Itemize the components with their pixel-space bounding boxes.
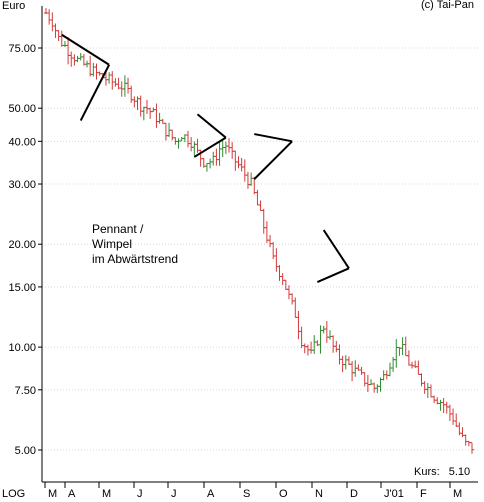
x-tick-label: J xyxy=(171,488,177,500)
pennant-line xyxy=(196,113,227,139)
y-tick-label: 10.00 xyxy=(8,342,36,354)
x-tick-label: M xyxy=(453,488,462,500)
y-tick-label: 50.00 xyxy=(8,103,36,115)
x-tick-label: O xyxy=(279,488,288,500)
kurs-label: Kurs: xyxy=(414,466,440,478)
pennant-line xyxy=(61,33,110,66)
y-tick-label: 40.00 xyxy=(8,136,36,148)
y-tick-label: 7.50 xyxy=(15,385,36,397)
x-tick-label: D xyxy=(350,488,358,500)
currency-label: Euro xyxy=(2,0,26,12)
x-tick-label: S xyxy=(243,488,250,500)
x-tick-label: A xyxy=(68,488,76,500)
x-tick-label: M xyxy=(102,488,111,500)
x-tick-label: A xyxy=(207,488,215,500)
x-tick-label: J'01 xyxy=(384,488,404,500)
y-tick-label: 30.00 xyxy=(8,179,36,191)
kurs-readout: Kurs: 5.10 xyxy=(414,466,470,478)
x-axis: M A M J J A S O N D J'01 F M xyxy=(44,482,462,500)
pennant-line xyxy=(316,267,350,283)
pennant-line xyxy=(79,64,111,122)
pennant-patterns xyxy=(61,33,350,283)
price-bars xyxy=(44,7,474,454)
x-tick-label: J xyxy=(137,488,143,500)
y-tick-label: 20.00 xyxy=(8,239,36,251)
y-tick-label: 15.00 xyxy=(8,282,36,294)
annotation-text: Pennant / Wimpel im Abwärtstrend xyxy=(92,222,179,266)
x-tick-label: F xyxy=(420,488,427,500)
pennant-line xyxy=(322,229,350,269)
x-tick-label: M xyxy=(48,488,57,500)
copyright-label: (c) Tai-Pan xyxy=(421,0,474,11)
y-axis: 75.00 50.00 40.00 30.00 20.00 15.00 10.00 7.50 5… xyxy=(8,6,478,483)
pennant-line xyxy=(254,133,293,143)
x-tick-label: N xyxy=(315,488,323,500)
pennant-line xyxy=(253,140,293,180)
kurs-value: 5.10 xyxy=(448,466,471,478)
pennant-line xyxy=(193,136,227,158)
scale-label: LOG xyxy=(2,488,26,500)
y-tick-label: 75.00 xyxy=(8,43,36,55)
y-tick-label: 5.00 xyxy=(15,445,36,457)
